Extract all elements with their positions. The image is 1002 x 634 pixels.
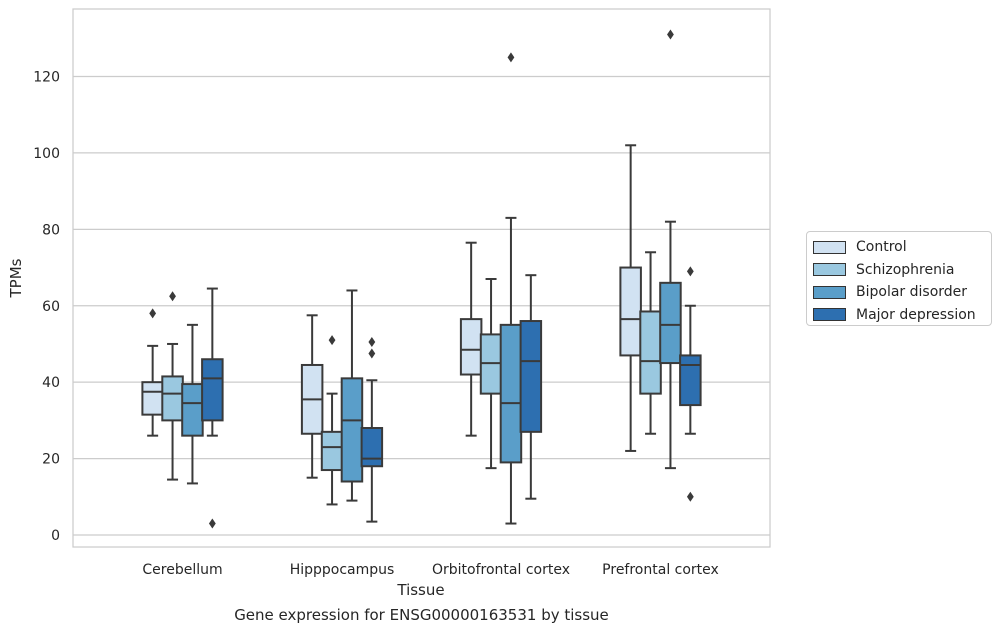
legend-label-major-depression: Major depression <box>856 306 976 323</box>
box-prefrontal-cortex-schizophrenia <box>639 251 662 435</box>
box-orbitofrontal-cortex-bipolar-disorder <box>499 52 523 525</box>
outlier-point <box>667 29 674 40</box>
outlier-point <box>686 491 694 502</box>
iqr-box <box>519 320 543 433</box>
outlier-point <box>169 291 176 302</box>
x-axis-label: Tissue <box>396 581 444 599</box>
outlier-point <box>328 335 336 346</box>
box-cerebellum-schizophrenia <box>161 291 184 481</box>
legend-item-bipolar-disorder: Bipolar disorder <box>813 281 991 304</box>
x-tick-label-prefrontal-cortex: Prefrontal cortex <box>602 562 719 578</box>
box-hipppocampus-control <box>300 314 324 479</box>
legend-swatch-major-depression <box>813 308 846 322</box>
legend-item-control: Control <box>813 236 991 259</box>
x-tick-labels: Cerebellum Hipppocampus Orbitofrontal cort… <box>142 562 718 578</box>
iqr-box <box>340 377 364 483</box>
iqr-box <box>619 266 642 357</box>
y-tick-label-60: 60 <box>42 299 60 315</box>
legend-label-schizophrenia: Schizophrenia <box>856 261 955 278</box>
iqr-box <box>459 318 483 376</box>
y-tick-label-40: 40 <box>42 375 60 391</box>
box-orbitofrontal-cortex-control <box>459 241 483 437</box>
outlier-point <box>368 348 376 359</box>
outlier-point <box>208 518 216 529</box>
y-tick-label-0: 0 <box>51 528 60 544</box>
outlier-point <box>149 308 157 319</box>
y-tick-label-100: 100 <box>33 146 60 162</box>
legend: Control Schizophrenia Bipolar disorder M… <box>806 231 992 326</box>
box-hipppocampus-major-depression <box>360 337 384 523</box>
x-tick-label-orbitofrontal-cortex: Orbitofrontal cortex <box>432 562 570 578</box>
legend-item-schizophrenia: Schizophrenia <box>813 259 991 282</box>
box-prefrontal-cortex-bipolar-disorder <box>659 29 682 470</box>
legend-label-control: Control <box>856 239 907 256</box>
legend-swatch-schizophrenia <box>813 263 846 277</box>
legend-swatch-control <box>813 240 846 254</box>
outlier-point <box>507 52 515 63</box>
box-marks <box>141 29 702 529</box>
box-cerebellum-control <box>141 308 164 437</box>
box-hipppocampus-bipolar-disorder <box>340 289 364 502</box>
box-orbitofrontal-cortex-major-depression <box>519 274 543 500</box>
legend-item-major-depression: Major depression <box>813 304 991 327</box>
box-hipppocampus-schizophrenia <box>320 335 344 506</box>
iqr-box <box>320 430 344 472</box>
legend-swatch-bipolar-disorder <box>813 285 846 299</box>
outlier-point <box>368 337 376 348</box>
iqr-box <box>161 375 184 422</box>
grid-lines <box>73 75 770 536</box>
iqr-box <box>360 427 384 468</box>
box-orbitofrontal-cortex-schizophrenia <box>479 278 503 470</box>
outlier-point <box>686 266 694 277</box>
y-tick-label-20: 20 <box>42 452 60 468</box>
plot-area-frame <box>72 8 771 548</box>
x-tick-label-hipppocampus: Hipppocampus <box>290 562 395 578</box>
iqr-box <box>141 381 164 416</box>
box-prefrontal-cortex-major-depression <box>679 266 702 502</box>
y-tick-label-80: 80 <box>42 222 60 238</box>
iqr-box <box>499 323 523 464</box>
iqr-box <box>679 354 702 407</box>
iqr-box <box>659 281 682 365</box>
legend-label-bipolar-disorder: Bipolar disorder <box>856 284 968 301</box>
y-axis-label: TPMs <box>7 258 25 298</box>
iqr-box <box>201 358 224 422</box>
y-tick-labels: 0 20 40 60 80 100 120 <box>33 70 60 545</box>
y-tick-label-120: 120 <box>33 70 60 86</box>
chart-caption: Gene expression for ENSG00000163531 by t… <box>234 606 609 624</box>
box-prefrontal-cortex-control <box>619 144 642 452</box>
iqr-box <box>181 383 204 437</box>
iqr-box <box>639 310 662 395</box>
box-cerebellum-bipolar-disorder <box>181 323 204 485</box>
box-cerebellum-major-depression <box>201 287 224 529</box>
x-tick-label-cerebellum: Cerebellum <box>142 562 222 578</box>
